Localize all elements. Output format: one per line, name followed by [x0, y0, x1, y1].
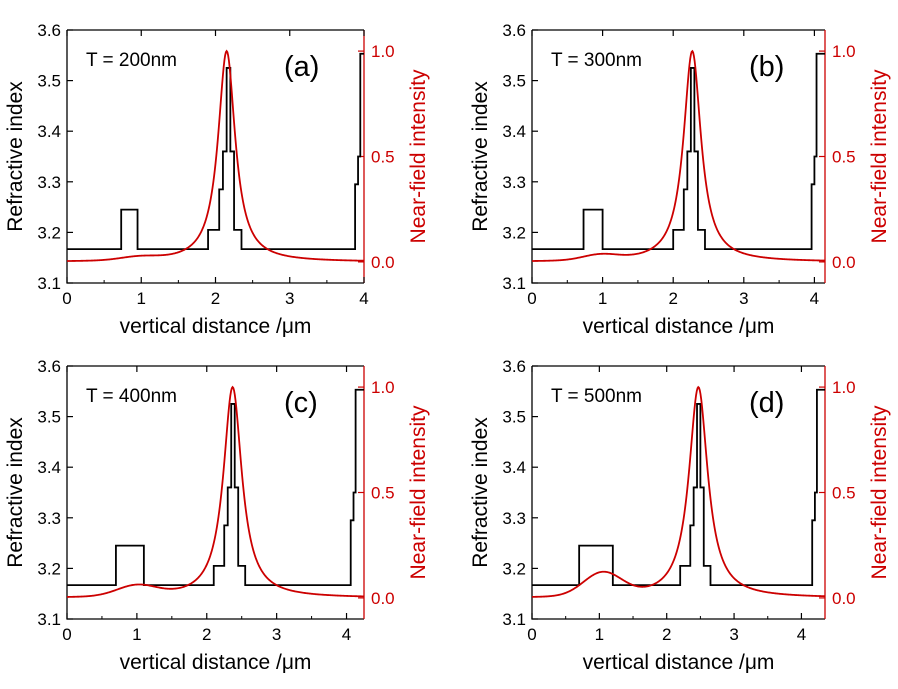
x-tick-label: 3 [285, 289, 294, 308]
panel-annotation: T = 300nm [551, 50, 642, 71]
y-left-tick-label: 3.2 [37, 559, 61, 578]
x-axis-title: vertical distance /μm [120, 315, 312, 338]
y-left-axis-title: Refractive index [4, 417, 27, 568]
x-tick-label: 2 [202, 625, 211, 644]
series-refractive-index [532, 388, 825, 586]
series-near-field-intensity [532, 49, 825, 262]
x-axis-title: vertical distance /μm [583, 315, 775, 338]
x-tick-label: 4 [342, 625, 351, 644]
y-right-tick-label: 1.0 [832, 42, 856, 61]
y-right-axis-title: Near-field intensity [407, 405, 430, 579]
y-right-tick-label: 0.0 [832, 589, 856, 608]
panel-label: (a) [284, 51, 319, 83]
y-right-tick-label: 0.0 [371, 589, 395, 608]
y-left-axis-title: Refractive index [4, 81, 27, 232]
y-left-axis-title: Refractive index [469, 417, 492, 568]
y-left-tick-label: 3.5 [502, 72, 526, 91]
series-refractive-index [67, 52, 364, 250]
y-left-tick-label: 3.6 [37, 21, 61, 40]
y-right-axis-title: Near-field intensity [868, 69, 891, 243]
x-axis-title: vertical distance /μm [120, 651, 312, 674]
y-left-tick-label: 3.5 [37, 72, 61, 91]
x-axis-title: vertical distance /μm [583, 651, 775, 674]
x-tick-label: 0 [62, 625, 71, 644]
x-tick-label: 3 [739, 289, 748, 308]
y-left-tick-label: 3.5 [37, 408, 61, 427]
series-refractive-index [532, 52, 825, 250]
x-tick-label: 4 [797, 625, 806, 644]
y-left-tick-label: 3.2 [502, 559, 526, 578]
y-left-tick-label: 3.1 [502, 610, 526, 629]
y-right-tick-label: 1.0 [371, 42, 395, 61]
y-right-tick-label: 0.5 [371, 148, 395, 167]
x-tick-label: 2 [662, 625, 671, 644]
panel-label: (b) [749, 51, 784, 83]
y-right-tick-label: 1.0 [832, 378, 856, 397]
y-right-tick-label: 0.5 [371, 484, 395, 503]
series-refractive-index [67, 388, 364, 586]
panel-annotation: T = 200nm [86, 50, 177, 71]
y-left-tick-label: 3.4 [37, 122, 61, 141]
panel-label: (d) [749, 387, 784, 419]
x-tick-label: 4 [810, 289, 819, 308]
y-right-axis-title: Near-field intensity [407, 69, 430, 243]
y-left-tick-label: 3.4 [502, 122, 526, 141]
y-left-tick-label: 3.6 [37, 357, 61, 376]
chart-panel-3: 0 1 2 3 4 3.1 3.2 3.3 3.4 3.5 3.6 0.0 0.5 1.0 T = 400n… [4, 357, 430, 674]
x-tick-label: 4 [359, 289, 368, 308]
y-right-axis-title: Near-field intensity [868, 405, 891, 579]
y-left-tick-label: 3.5 [502, 408, 526, 427]
panel-annotation: T = 400nm [86, 386, 177, 407]
series-near-field-intensity [67, 49, 364, 262]
y-right-tick-label: 0.5 [832, 148, 856, 167]
y-right-tick-label: 0.0 [832, 253, 856, 272]
x-tick-label: 2 [668, 289, 677, 308]
chart-panel-1: 0 1 2 3 4 3.1 3.2 3.3 3.4 3.5 3.6 0.0 0.5 1.0 T = 200n… [4, 21, 430, 338]
y-left-tick-label: 3.1 [37, 274, 61, 293]
x-tick-label: 0 [62, 289, 71, 308]
y-right-tick-label: 1.0 [371, 378, 395, 397]
y-left-tick-label: 3.3 [502, 173, 526, 192]
y-left-axis-title: Refractive index [469, 81, 492, 232]
x-tick-label: 1 [598, 289, 607, 308]
series-near-field-intensity [67, 385, 364, 598]
chart-panel-4: 0 1 2 3 4 3.1 3.2 3.3 3.4 3.5 3.6 0.0 0.5 1.0 T = 500n… [469, 357, 891, 674]
y-left-tick-label: 3.2 [502, 223, 526, 242]
x-tick-label: 1 [137, 289, 146, 308]
x-tick-label: 3 [272, 625, 281, 644]
y-left-tick-label: 3.3 [37, 173, 61, 192]
y-left-tick-label: 3.3 [502, 509, 526, 528]
panel-label: (c) [284, 387, 318, 419]
y-left-tick-label: 3.4 [502, 458, 526, 477]
x-tick-label: 2 [211, 289, 220, 308]
x-tick-label: 0 [527, 625, 536, 644]
y-left-tick-label: 3.2 [37, 223, 61, 242]
y-left-tick-label: 3.1 [37, 610, 61, 629]
y-left-tick-label: 3.6 [502, 357, 526, 376]
y-left-tick-label: 3.4 [37, 458, 61, 477]
y-right-tick-label: 0.5 [832, 484, 856, 503]
y-left-tick-label: 3.6 [502, 21, 526, 40]
x-tick-label: 0 [527, 289, 536, 308]
panel-annotation: T = 500nm [551, 386, 642, 407]
x-tick-label: 3 [729, 625, 738, 644]
y-left-tick-label: 3.3 [37, 509, 61, 528]
y-right-tick-label: 0.0 [371, 253, 395, 272]
chart-panel-2: 0 1 2 3 4 3.1 3.2 3.3 3.4 3.5 3.6 0.0 0.5 1.0 T = 300n… [469, 21, 891, 338]
x-tick-label: 1 [595, 625, 604, 644]
x-tick-label: 1 [132, 625, 141, 644]
series-near-field-intensity [532, 385, 825, 598]
y-left-tick-label: 3.1 [502, 274, 526, 293]
